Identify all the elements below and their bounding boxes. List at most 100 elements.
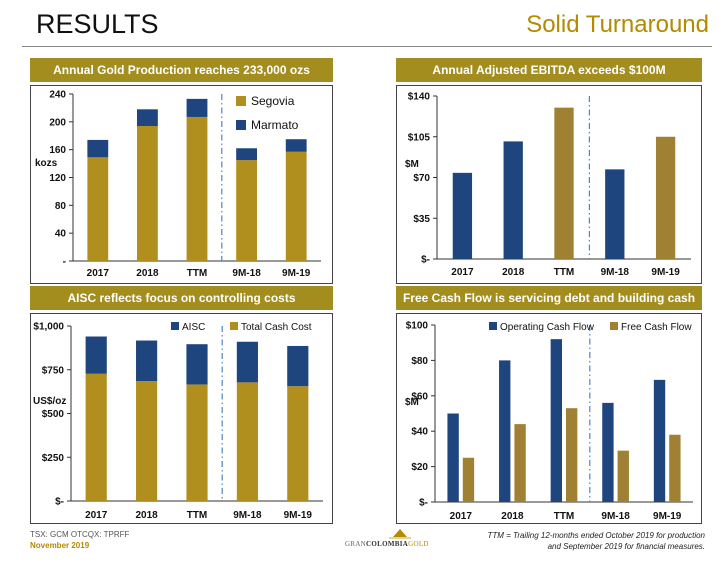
bar-total-cash-cost <box>186 384 208 501</box>
y-tick-label: 200 <box>49 117 66 128</box>
ebitda-title: Annual Adjusted EBITDA exceeds $100M <box>396 58 702 82</box>
x-tick-label: TTM <box>187 268 208 279</box>
x-tick-label: 9M-18 <box>233 510 262 521</box>
date-text: November 2019 <box>30 541 90 550</box>
y-tick-label: 240 <box>49 90 66 101</box>
bar-ebitda <box>605 169 625 259</box>
bar-operating-cash-flow <box>499 360 511 502</box>
legend-swatch <box>489 322 497 330</box>
bar-total-cash-cost <box>136 381 158 501</box>
y-tick-label: $- <box>421 255 430 266</box>
y-tick-label: 160 <box>49 145 66 156</box>
legend-label: Total Cash Cost <box>241 322 312 333</box>
bar-aisc <box>85 336 107 374</box>
page-subtitle: Solid Turnaround <box>526 11 709 38</box>
bar-segovia <box>186 116 208 262</box>
bar-aisc <box>236 341 258 383</box>
bar-operating-cash-flow <box>602 402 614 502</box>
bar-free-cash-flow <box>514 424 526 502</box>
bar-marmato <box>186 98 208 117</box>
bar-ebitda <box>452 172 473 259</box>
bar-free-cash-flow <box>462 457 475 502</box>
bar-ebitda <box>554 107 574 259</box>
x-tick-label: 2018 <box>136 268 159 279</box>
x-tick-label: 2018 <box>502 267 525 278</box>
logo-text-gran: GRAN <box>345 540 367 548</box>
y-tick-label: $500 <box>42 409 65 420</box>
x-tick-label: 9M-19 <box>651 267 680 278</box>
legend-label: AISC <box>182 322 205 333</box>
x-tick-label: 9M-18 <box>601 511 630 522</box>
legend-swatch <box>236 120 246 130</box>
ticker-text: TSX: GCM OTCQX: TPRFF <box>30 530 130 539</box>
y-tick-label: $- <box>55 497 64 508</box>
gold-production-chart: - 40 80 120 160 200 240 kozs 2017 2018 TTM 9M-18 9M-… <box>35 90 321 279</box>
y-tick-label: $100 <box>406 321 429 332</box>
fcf-title: Free Cash Flow is servicing debt and bui… <box>396 286 702 310</box>
y-tick-label: $105 <box>408 132 431 143</box>
bar-operating-cash-flow <box>550 339 562 502</box>
legend-swatch <box>236 96 246 106</box>
y-axis-label: US$/oz <box>33 396 66 407</box>
bar-total-cash-cost <box>236 382 258 501</box>
logo-text-gold: GOLD <box>408 540 429 548</box>
bar-segovia <box>236 160 258 261</box>
aisc-chart: $- $250 $500 $750 $1,000 US$/oz 2017 2018 TTM 9M-… <box>33 322 323 521</box>
bar-ebitda <box>503 141 523 259</box>
y-tick-label: $40 <box>411 427 428 438</box>
gold-production-panel: - 40 80 120 160 200 240 kozs 2017 2018 TTM 9M-18 9M-… <box>30 85 333 284</box>
bar-segovia <box>285 151 307 261</box>
x-tick-label: 9M-19 <box>653 511 682 522</box>
ebitda-chart: $- $35 $70 $105 $140 $M 2017 2018 TTM 9M-18 9M-19 <box>405 92 691 278</box>
y-tick-label: $35 <box>413 214 430 225</box>
y-axis-label: $M <box>405 159 419 170</box>
logo-peak-icon <box>393 529 407 537</box>
y-tick-label: $1,000 <box>33 322 64 333</box>
bar-marmato <box>136 109 158 127</box>
header-divider <box>22 46 712 47</box>
aisc-title: AISC reflects focus on controlling costs <box>30 286 333 310</box>
legend-label: Operating Cash Flow <box>500 322 595 333</box>
legend-swatch <box>230 322 238 330</box>
bar-marmato <box>87 139 109 158</box>
bar-operating-cash-flow <box>447 413 459 502</box>
aisc-panel: $- $250 $500 $750 $1,000 US$/oz 2017 2018 TTM 9M-… <box>30 313 333 524</box>
legend-label: Free Cash Flow <box>621 322 692 333</box>
bar-aisc <box>136 340 158 382</box>
bar-segovia <box>136 126 158 261</box>
y-tick-label: 120 <box>49 173 66 184</box>
page-title: RESULTS <box>36 9 159 39</box>
y-axis-label: $M <box>405 397 419 408</box>
bar-aisc <box>287 345 309 387</box>
y-tick-label: $20 <box>411 462 428 473</box>
bar-free-cash-flow <box>669 434 681 502</box>
legend-label: Segovia <box>251 94 295 108</box>
bar-segovia <box>87 157 109 261</box>
x-tick-label: TTM <box>554 267 575 278</box>
fcf-panel: $- $20 $40 $60 $80 $100 $M 2017 2018 TTM 9M-18 9M-1… <box>396 313 702 524</box>
footnote-line-1: TTM = Trailing 12-months ended October 2… <box>487 531 705 540</box>
fcf-chart: $- $20 $40 $60 $80 $100 $M 2017 2018 TTM 9M-18 9M-1… <box>405 321 693 522</box>
company-logo-mark <box>389 529 411 539</box>
x-tick-label: 9M-19 <box>282 268 311 279</box>
y-tick-label: $750 <box>42 365 65 376</box>
company-logo-text: GRANCOLOMBIAGOLD <box>345 540 429 548</box>
bar-free-cash-flow <box>566 408 578 502</box>
x-tick-label: 2017 <box>85 510 108 521</box>
y-tick-label: $- <box>419 498 428 509</box>
y-tick-label: $250 <box>42 453 65 464</box>
bar-ebitda <box>655 136 676 259</box>
legend-swatch <box>171 322 179 330</box>
legend-swatch <box>610 322 618 330</box>
ebitda-panel: $- $35 $70 $105 $140 $M 2017 2018 TTM 9M-18 9M-19 <box>396 85 702 284</box>
bar-total-cash-cost <box>287 386 309 501</box>
x-tick-label: TTM <box>187 510 208 521</box>
ttm-footnote: TTM = Trailing 12-months ended October 2… <box>455 530 705 552</box>
bar-aisc <box>186 344 208 385</box>
y-tick-label: $60 <box>411 391 428 402</box>
y-axis-label: kozs <box>35 158 58 169</box>
bar-total-cash-cost <box>85 373 107 501</box>
x-tick-label: TTM <box>554 511 575 522</box>
bar-marmato <box>285 139 307 152</box>
y-tick-label: 80 <box>55 201 67 212</box>
